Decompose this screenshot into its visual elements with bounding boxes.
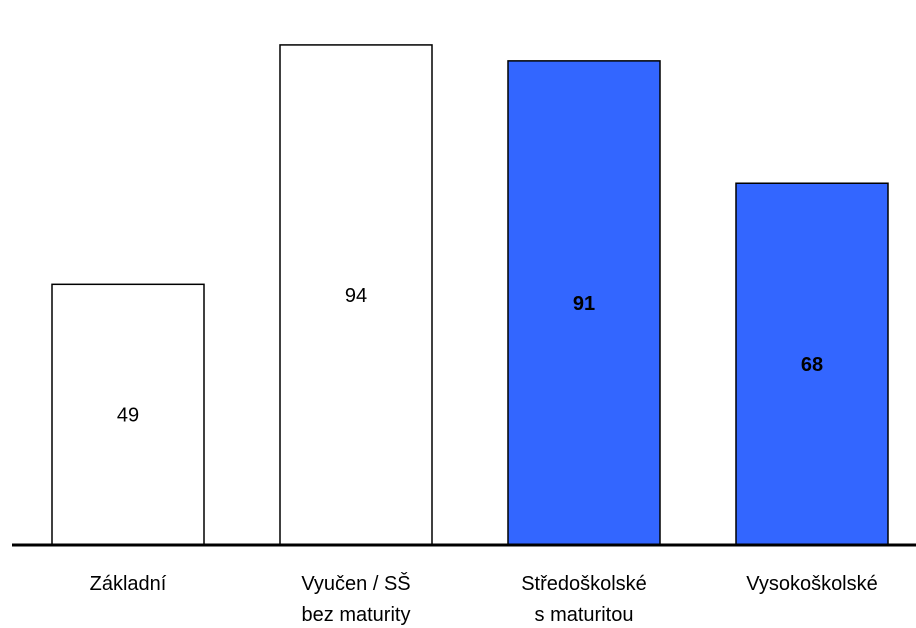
bar-value-label-0: 49: [117, 405, 139, 427]
bar-3: [735, 182, 889, 546]
bar-value-label-2: 91: [573, 293, 595, 315]
bars-group: 49 94 91 68: [51, 44, 889, 546]
category-label-3-line-0: Vysokoškolské: [746, 573, 878, 595]
category-label-2-line-1: s maturitou: [535, 604, 634, 626]
bar-0: [51, 283, 205, 546]
category-labels-group: Základní Vyučen / SŠ bez maturity Středoško…: [90, 572, 878, 626]
bar-1: [279, 44, 433, 546]
bar-value-label-1: 94: [345, 285, 367, 307]
category-label-1-line-0: Vyučen / SŠ: [301, 572, 410, 595]
category-label-0-line-0: Základní: [90, 573, 167, 595]
category-label-1-line-1: bez maturity: [302, 604, 411, 626]
bar-value-label-3: 68: [801, 354, 823, 376]
bar-2: [507, 60, 661, 546]
category-label-2-line-0: Středoškolské: [521, 573, 647, 595]
